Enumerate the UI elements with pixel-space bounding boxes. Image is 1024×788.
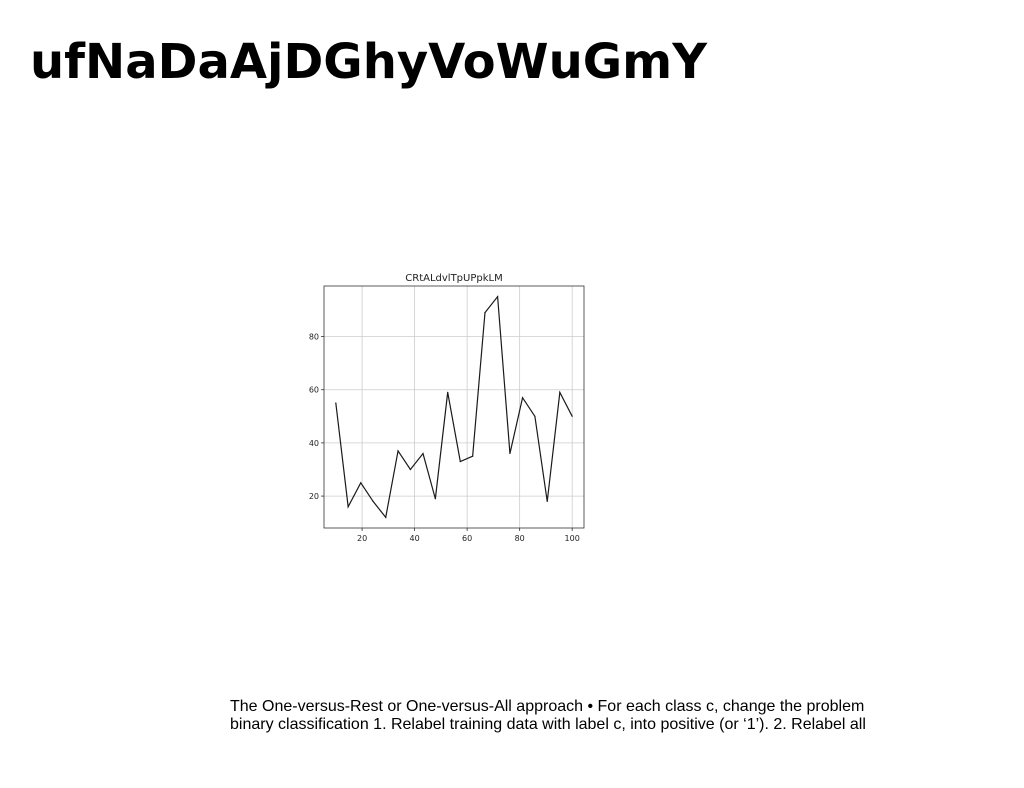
slide-title: ufNaDaAjDGhyVoWuGmY [30,34,707,90]
y-tick-label: 20 [309,492,319,501]
chart-title: CRtALdvlTpUPpkLM [405,273,502,284]
data-point [546,500,548,503]
y-tick-label: 40 [309,439,319,448]
y-tick-label: 80 [309,333,319,342]
data-point [409,468,412,471]
plot-area-frame [323,285,585,529]
data-point [472,455,474,457]
data-point [459,460,461,463]
data-point [534,415,536,417]
body-line-1: The One-versus-Rest or One-versus-All ap… [230,698,865,715]
data-point [360,482,362,484]
data-point [385,516,387,518]
x-tick-label: 40 [410,534,420,543]
data-point [484,311,486,314]
data-point [434,498,436,500]
x-tick-label: 20 [357,534,367,543]
data-point [447,391,449,393]
axis-ticks: 20 40 60 80 100 20 40 60 80 [309,333,580,543]
line-chart-svg: CRtALdvlTpUPpkLM 20 40 60 80 100 20 40 60 80 [309,273,585,543]
series-layer [335,295,573,519]
data-point [347,506,349,508]
y-tick-label: 60 [309,386,319,395]
data-point [559,391,561,393]
slide-body-text: The One-versus-Rest or One-versus-All ap… [230,698,930,734]
data-point [372,500,374,503]
x-tick-label: 60 [462,534,472,543]
x-tick-label: 80 [515,534,525,543]
x-tick-label: 100 [565,534,580,543]
data-point [521,397,524,399]
body-line-2: binary classification 1. Relabel trainin… [230,716,866,733]
data-point [509,452,511,455]
data-point [335,402,337,404]
data-point [422,452,424,455]
chart-grid [324,286,584,528]
data-point [496,296,499,298]
data-point [571,415,573,417]
line-chart: CRtALdvlTpUPpkLM 20 40 60 80 100 20 40 60 80 [290,262,600,552]
series-line [335,295,573,519]
data-point [397,450,399,452]
